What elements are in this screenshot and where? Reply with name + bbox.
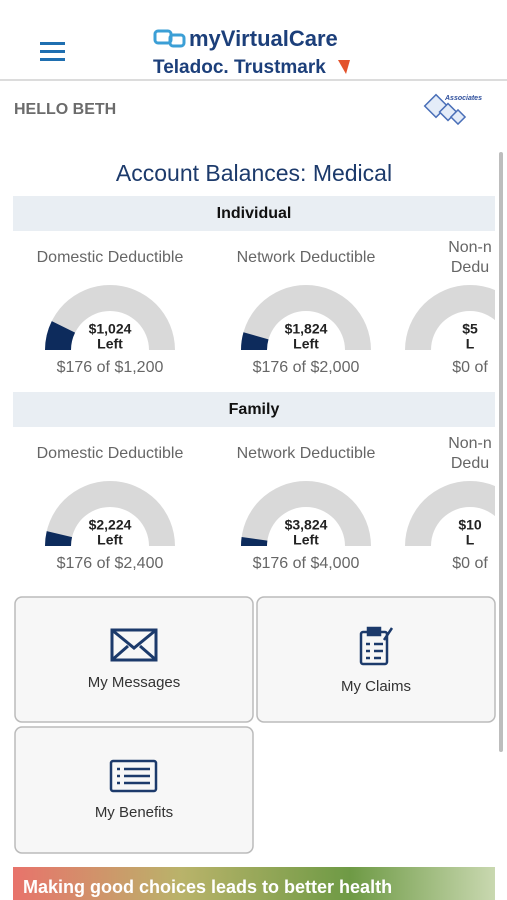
gauge-track: [241, 481, 371, 546]
gauge-summary: $176 of $2,400: [57, 555, 164, 572]
banner-text[interactable]: Making good choices leads to better heal…: [23, 877, 392, 897]
scrollbar: [499, 152, 503, 752]
gauge-left-word: L: [466, 532, 475, 548]
gauge-left-amount: $5: [462, 321, 478, 337]
gauge-left-amount: $2,224: [89, 517, 132, 533]
banner-image: [13, 867, 495, 900]
group-band: [13, 392, 495, 427]
brand: myVirtualCare: [189, 26, 338, 51]
gauge-left-word: Left: [293, 336, 319, 352]
gauge-title: Dedu: [451, 259, 489, 276]
gauge-left-amount: $3,824: [285, 517, 328, 533]
gauge-track: [45, 481, 175, 546]
tile[interactable]: My Claims: [256, 596, 496, 723]
gauge-left-amount: $1,024: [89, 321, 132, 337]
group-name: Family: [229, 401, 280, 418]
gauge-title: Network Deductible: [237, 249, 376, 266]
gauge-summary: $176 of $1,200: [57, 359, 164, 376]
gauge-left-word: Left: [293, 532, 319, 548]
gauge-title: Non-n: [448, 239, 492, 256]
tile[interactable]: My Messages: [14, 596, 254, 723]
gauge-track: [241, 285, 371, 350]
partner: Teladoc. Trustmark: [153, 57, 326, 78]
tile-label: My Messages: [88, 674, 181, 691]
gauge-summary: $0 of: [452, 359, 488, 376]
gauge-left-amount: $1,824: [285, 321, 328, 337]
menu-button[interactable]: [40, 42, 65, 61]
gauge-summary: $0 of: [452, 555, 488, 572]
brand-icon: [153, 29, 186, 48]
gauge-fill: [45, 321, 76, 350]
gauge-title: Non-n: [448, 435, 492, 452]
gauge-title: Dedu: [451, 455, 489, 472]
gauge-fill: [241, 537, 268, 546]
envelope-icon: [110, 628, 158, 662]
tile-label: My Benefits: [95, 804, 173, 821]
list-icon: [109, 759, 158, 793]
gauge-summary: $176 of $2,000: [253, 359, 360, 376]
employer-logo-mark: [423, 93, 467, 126]
gauge-left-word: L: [466, 336, 475, 352]
gauge-track: [45, 285, 175, 350]
greeting: HELLO BETH: [14, 101, 116, 118]
partner-mark: [338, 60, 350, 74]
employer-logo: Associates: [444, 95, 482, 102]
gauge-left-word: Left: [97, 532, 123, 548]
gauge-title: Domestic Deductible: [37, 249, 184, 266]
gauge-fill: [241, 332, 269, 350]
gauge-title: Domestic Deductible: [37, 445, 184, 462]
group-name: Individual: [217, 205, 292, 222]
gauge-left-amount: $10: [458, 517, 482, 533]
gauge-track: [405, 285, 495, 350]
gauge-fill: [45, 531, 73, 546]
gauge-left-word: Left: [97, 336, 123, 352]
gauge-title: Network Deductible: [237, 445, 376, 462]
gauge-summary: $176 of $4,000: [253, 555, 360, 572]
gauge-track: [405, 481, 495, 546]
group-band: [13, 196, 495, 231]
clipboard-icon: [359, 626, 394, 666]
section-title: Account Balances: Medical: [116, 160, 392, 186]
tile-label: My Claims: [341, 678, 411, 695]
tile[interactable]: My Benefits: [14, 726, 254, 854]
